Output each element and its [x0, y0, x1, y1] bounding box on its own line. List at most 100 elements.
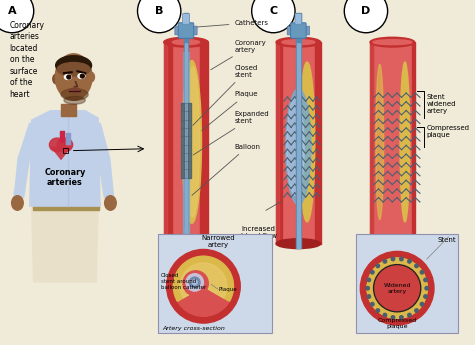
Polygon shape	[50, 147, 72, 160]
Circle shape	[399, 316, 403, 319]
Ellipse shape	[65, 75, 71, 79]
Text: Plaque: Plaque	[219, 287, 238, 292]
Text: Compressed
plaque: Compressed plaque	[426, 126, 469, 138]
FancyBboxPatch shape	[287, 26, 293, 35]
Ellipse shape	[400, 62, 410, 222]
FancyBboxPatch shape	[304, 26, 310, 35]
Ellipse shape	[61, 89, 88, 100]
Text: Closed
stent: Closed stent	[193, 65, 257, 126]
Text: Expanded
stent: Expanded stent	[193, 111, 269, 155]
FancyBboxPatch shape	[291, 23, 306, 38]
Circle shape	[367, 295, 370, 298]
Text: D: D	[361, 6, 371, 16]
FancyBboxPatch shape	[175, 26, 180, 35]
Text: Coronary
artery: Coronary artery	[210, 40, 266, 70]
Circle shape	[420, 270, 424, 274]
Circle shape	[376, 309, 380, 312]
Circle shape	[167, 249, 240, 323]
Ellipse shape	[104, 196, 116, 210]
Ellipse shape	[376, 65, 384, 219]
Ellipse shape	[67, 75, 71, 79]
Circle shape	[367, 258, 427, 318]
Circle shape	[361, 252, 434, 325]
Ellipse shape	[287, 98, 304, 195]
Ellipse shape	[64, 96, 85, 104]
Circle shape	[367, 258, 427, 318]
Text: Artery cross-section: Artery cross-section	[163, 326, 226, 331]
Polygon shape	[14, 122, 41, 198]
Circle shape	[415, 309, 418, 312]
Ellipse shape	[11, 196, 23, 210]
Circle shape	[366, 286, 370, 290]
Ellipse shape	[80, 74, 84, 78]
Text: C: C	[269, 6, 277, 16]
Circle shape	[424, 278, 428, 282]
Polygon shape	[87, 122, 114, 198]
Circle shape	[376, 264, 380, 268]
Wedge shape	[180, 263, 227, 298]
Text: A: A	[8, 6, 16, 16]
Ellipse shape	[69, 88, 80, 93]
Ellipse shape	[282, 40, 315, 45]
Text: Closed
stent around
balloon catheter: Closed stent around balloon catheter	[161, 273, 206, 290]
Ellipse shape	[276, 37, 321, 47]
Ellipse shape	[57, 138, 73, 151]
Ellipse shape	[56, 56, 92, 75]
Ellipse shape	[164, 239, 208, 248]
Circle shape	[190, 277, 200, 288]
Ellipse shape	[172, 241, 199, 246]
FancyBboxPatch shape	[295, 13, 302, 24]
Circle shape	[383, 313, 387, 317]
Text: Catheters: Catheters	[192, 20, 268, 27]
Ellipse shape	[57, 62, 90, 76]
Circle shape	[420, 303, 424, 306]
Circle shape	[186, 274, 203, 291]
Text: Plaque: Plaque	[202, 91, 258, 130]
Circle shape	[391, 316, 395, 319]
Text: Balloon: Balloon	[192, 144, 260, 195]
Circle shape	[408, 259, 411, 263]
Ellipse shape	[164, 37, 208, 47]
Text: B: B	[155, 6, 163, 16]
Polygon shape	[29, 110, 101, 207]
Ellipse shape	[373, 241, 412, 246]
Circle shape	[424, 295, 428, 298]
Text: Coronary
arteries: Coronary arteries	[44, 168, 86, 187]
Ellipse shape	[286, 89, 311, 205]
FancyBboxPatch shape	[182, 13, 190, 24]
Ellipse shape	[282, 241, 315, 246]
FancyBboxPatch shape	[356, 234, 458, 333]
Wedge shape	[173, 256, 233, 301]
Ellipse shape	[14, 188, 25, 196]
Circle shape	[173, 256, 233, 316]
Ellipse shape	[276, 239, 321, 248]
Ellipse shape	[299, 62, 315, 222]
Circle shape	[408, 313, 411, 317]
Circle shape	[192, 280, 197, 285]
FancyBboxPatch shape	[158, 234, 272, 333]
Circle shape	[370, 270, 374, 274]
Circle shape	[425, 286, 428, 290]
Text: Stent: Stent	[437, 237, 456, 243]
Ellipse shape	[78, 73, 85, 78]
Circle shape	[399, 257, 403, 261]
Circle shape	[375, 266, 419, 310]
Ellipse shape	[370, 37, 415, 47]
Polygon shape	[31, 205, 99, 283]
Ellipse shape	[88, 72, 95, 82]
Ellipse shape	[373, 40, 412, 45]
Ellipse shape	[186, 67, 200, 217]
Circle shape	[183, 271, 208, 296]
Circle shape	[367, 278, 370, 282]
Ellipse shape	[370, 239, 415, 248]
Text: Coronary
arteries
located
on the
surface
of the
heart: Coronary arteries located on the surface…	[10, 21, 45, 99]
Circle shape	[370, 303, 374, 306]
Ellipse shape	[172, 40, 199, 45]
Ellipse shape	[49, 138, 65, 151]
Ellipse shape	[55, 54, 92, 100]
Circle shape	[415, 264, 418, 268]
Text: Compressed
plaque: Compressed plaque	[378, 318, 417, 329]
FancyBboxPatch shape	[191, 26, 197, 35]
FancyBboxPatch shape	[178, 23, 194, 38]
Ellipse shape	[53, 74, 59, 84]
